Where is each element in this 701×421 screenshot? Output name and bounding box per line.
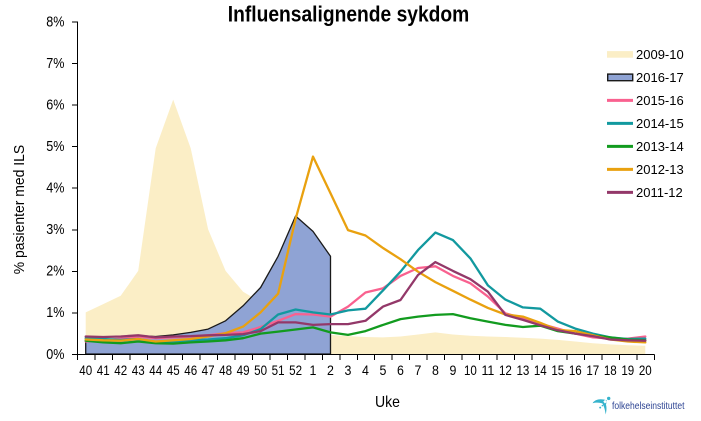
svg-text:2013-14: 2013-14 xyxy=(636,139,684,154)
svg-text:18: 18 xyxy=(604,363,617,378)
svg-text:8%: 8% xyxy=(46,14,64,30)
svg-text:6: 6 xyxy=(397,363,404,378)
svg-text:2016-17: 2016-17 xyxy=(636,70,684,85)
svg-text:12: 12 xyxy=(499,363,512,378)
svg-text:42: 42 xyxy=(114,363,127,378)
svg-text:8: 8 xyxy=(432,363,439,378)
svg-text:51: 51 xyxy=(272,363,285,378)
svg-text:20: 20 xyxy=(639,363,652,378)
svg-text:49: 49 xyxy=(237,363,250,378)
svg-text:2014-15: 2014-15 xyxy=(636,116,684,131)
svg-text:41: 41 xyxy=(97,363,110,378)
svg-text:9: 9 xyxy=(449,363,456,378)
svg-text:10: 10 xyxy=(464,363,477,378)
svg-text:1%: 1% xyxy=(46,305,64,321)
svg-text:2%: 2% xyxy=(46,264,64,280)
svg-text:6%: 6% xyxy=(46,97,64,113)
svg-text:47: 47 xyxy=(202,363,215,378)
svg-text:5%: 5% xyxy=(46,139,64,155)
svg-text:5: 5 xyxy=(380,363,387,378)
svg-text:0%: 0% xyxy=(46,347,64,363)
svg-text:14: 14 xyxy=(534,363,547,378)
svg-text:16: 16 xyxy=(569,363,582,378)
svg-text:3: 3 xyxy=(345,363,352,378)
svg-text:52: 52 xyxy=(289,363,302,378)
svg-text:43: 43 xyxy=(132,363,145,378)
svg-text:Uke: Uke xyxy=(375,394,400,411)
svg-text:4: 4 xyxy=(362,363,369,378)
svg-text:7: 7 xyxy=(415,363,422,378)
svg-text:2009-10: 2009-10 xyxy=(636,47,684,62)
svg-text:46: 46 xyxy=(184,363,197,378)
svg-text:7%: 7% xyxy=(46,56,64,72)
svg-text:folkehelseinstituttet: folkehelseinstituttet xyxy=(612,401,685,412)
svg-text:19: 19 xyxy=(621,363,634,378)
svg-text:17: 17 xyxy=(586,363,599,378)
svg-text:2015-16: 2015-16 xyxy=(636,93,684,108)
svg-text:4%: 4% xyxy=(46,181,64,197)
svg-text:48: 48 xyxy=(219,363,232,378)
svg-text:45: 45 xyxy=(167,363,180,378)
svg-text:44: 44 xyxy=(149,363,162,378)
svg-text:11: 11 xyxy=(481,363,494,378)
svg-text:15: 15 xyxy=(551,363,564,378)
svg-text:1: 1 xyxy=(310,363,317,378)
svg-text:2: 2 xyxy=(327,363,334,378)
svg-text:2012-13: 2012-13 xyxy=(636,162,684,177)
svg-text:3%: 3% xyxy=(46,222,64,238)
svg-text:50: 50 xyxy=(254,363,267,378)
svg-text:13: 13 xyxy=(516,363,529,378)
svg-text:2011-12: 2011-12 xyxy=(636,185,683,200)
svg-text:% pasienter med ILS: % pasienter med ILS xyxy=(12,145,28,275)
svg-text:Influensalignende sykdom: Influensalignende sykdom xyxy=(228,2,470,27)
svg-text:40: 40 xyxy=(79,363,92,378)
